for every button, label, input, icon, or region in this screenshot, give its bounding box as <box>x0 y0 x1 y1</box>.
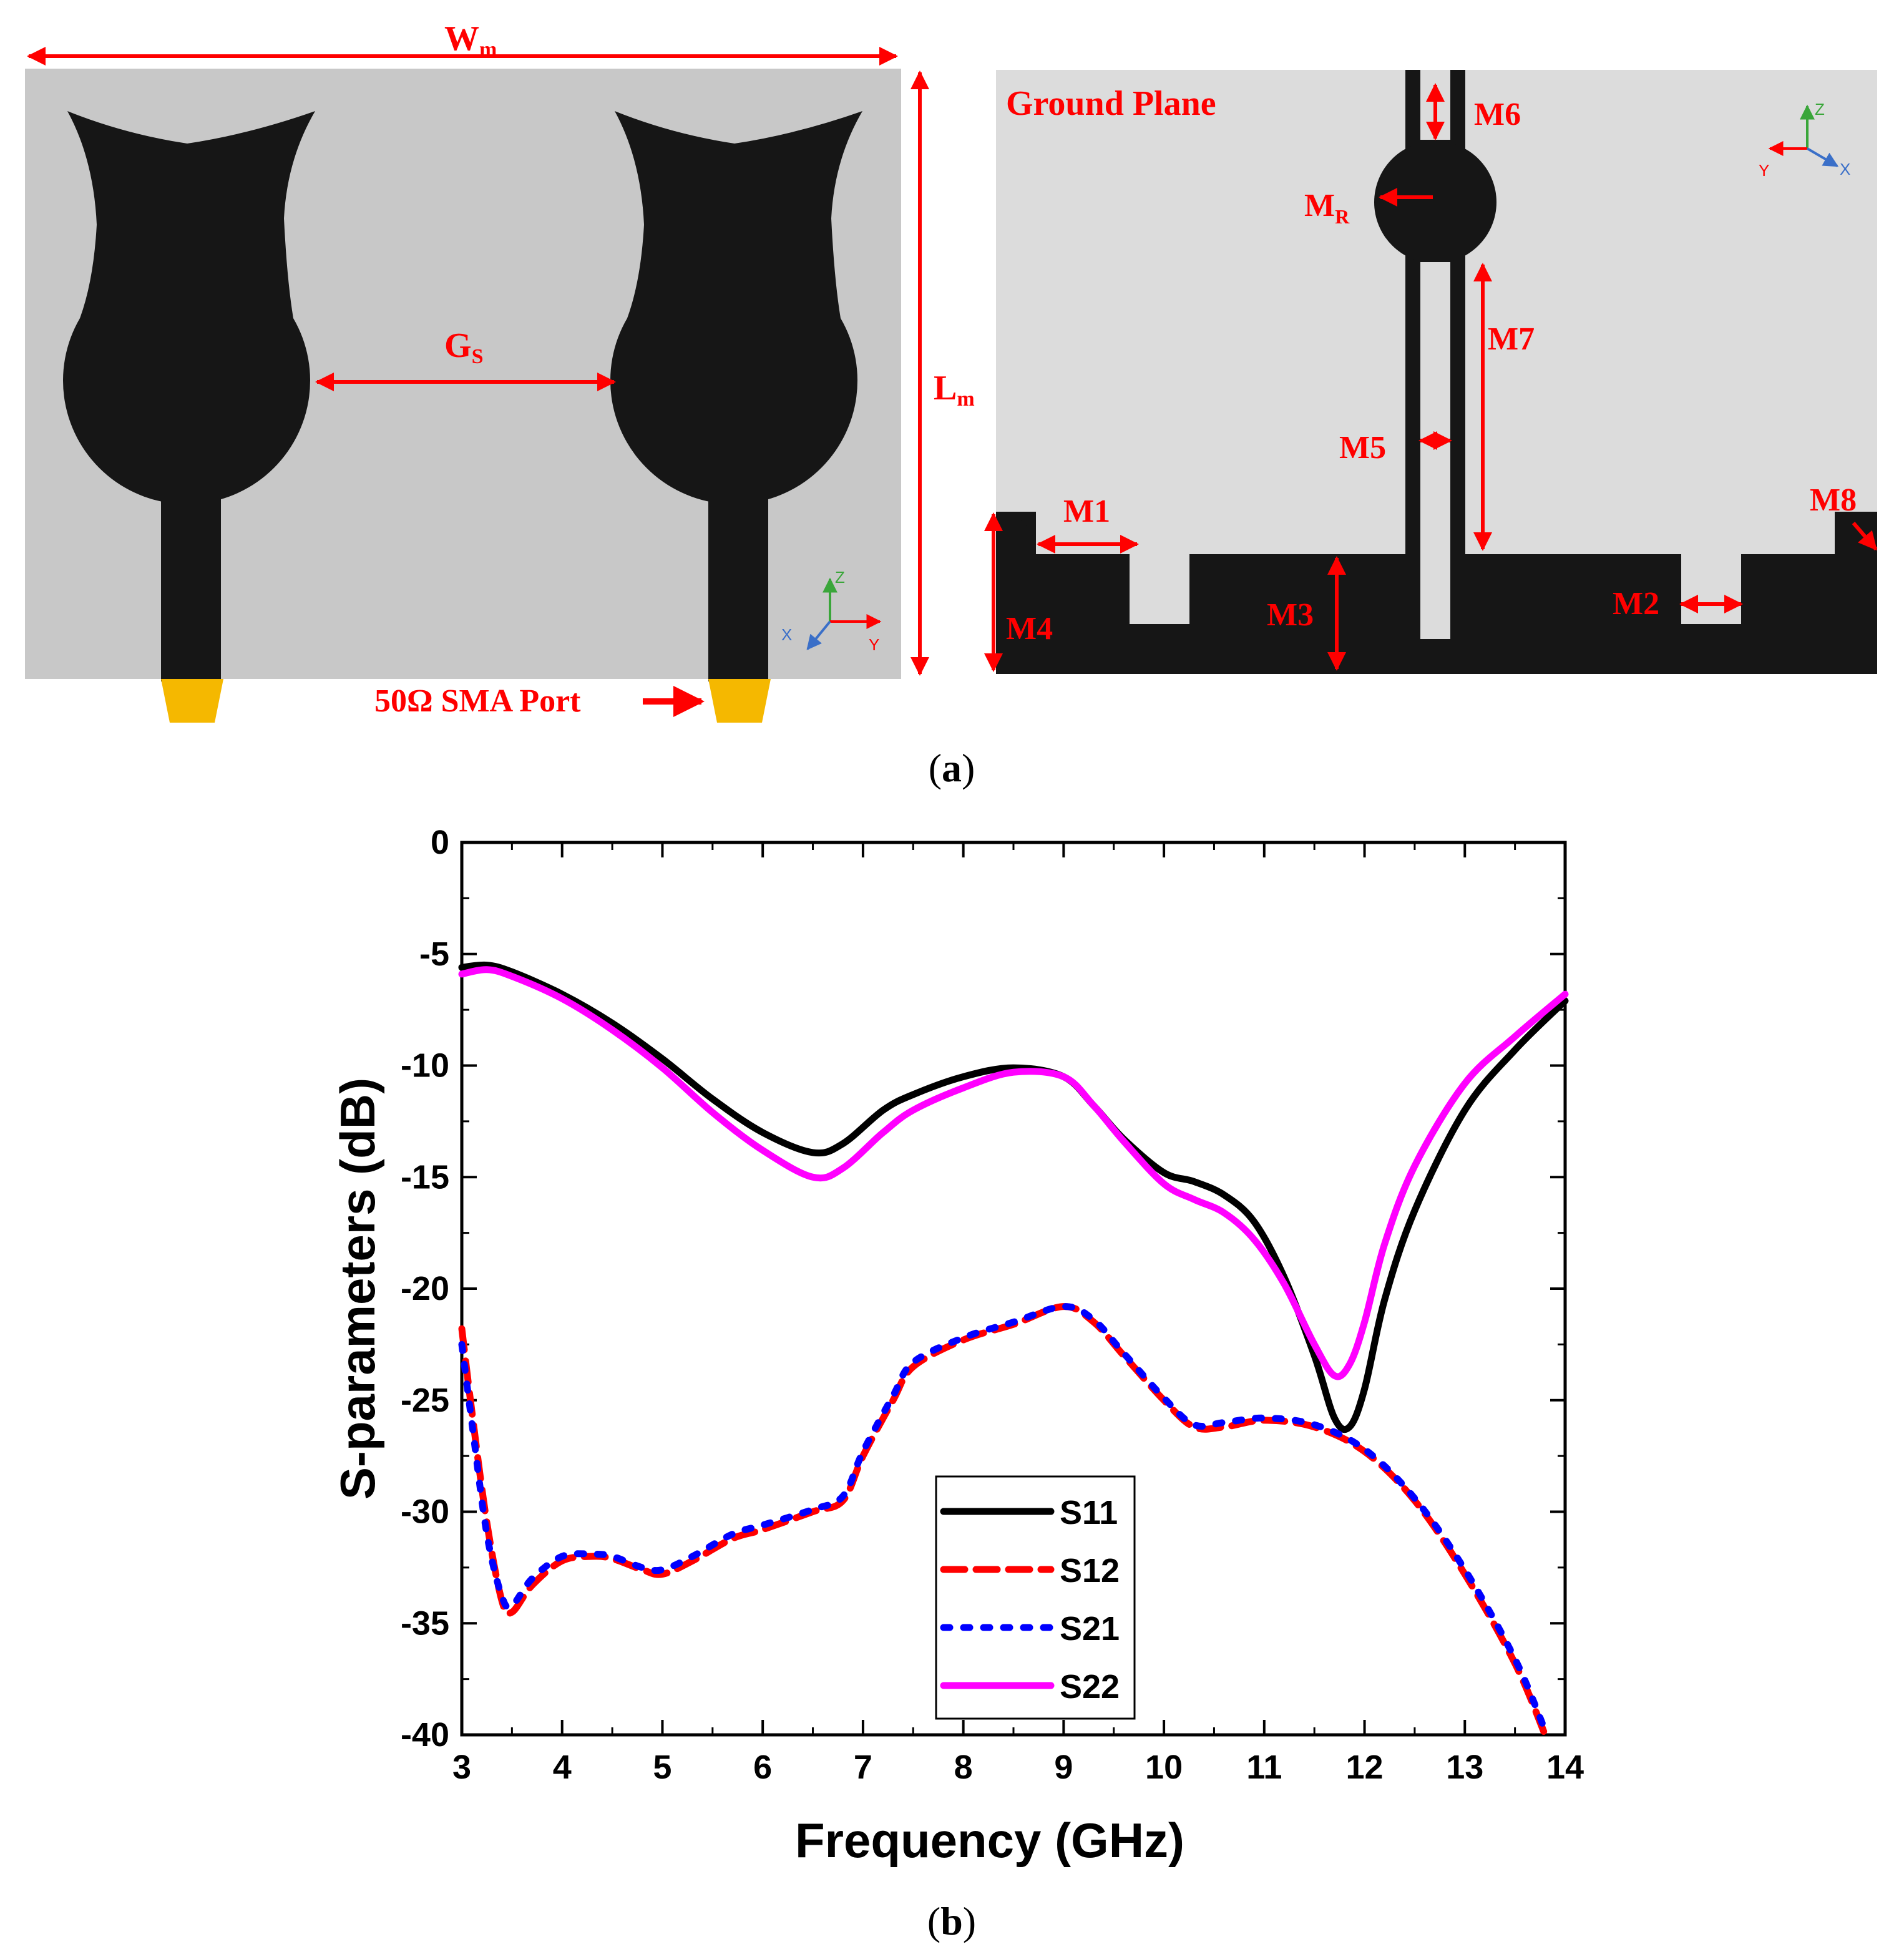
back-axis-y: Y <box>1759 161 1769 180</box>
front-axis-z: Z <box>835 568 845 587</box>
legend: S11 S12 S21 S22 <box>935 1475 1136 1720</box>
wm-label: Wm <box>444 19 497 61</box>
m1-label: M1 <box>1063 494 1110 529</box>
legend-label-s12: S12 <box>1060 1552 1120 1589</box>
y-tick-label: -5 <box>419 935 449 973</box>
front-axis-y: Y <box>869 635 879 654</box>
x-tick-labels: 3 4 5 6 7 8 9 10 11 12 13 14 <box>452 1749 1584 1786</box>
panel-b-label: (b) <box>927 1899 976 1943</box>
y-tick-label: -15 <box>401 1158 449 1196</box>
lm-label: Lm <box>934 369 975 411</box>
x-tick-label: 6 <box>753 1749 772 1786</box>
back-axis-z: Z <box>1815 100 1825 119</box>
y-tick-label: -10 <box>401 1047 449 1085</box>
right-sma-port <box>708 679 771 723</box>
ground-stub-slot <box>1420 262 1450 639</box>
m7-label: M7 <box>1488 321 1535 357</box>
front-axis-triad: Z X Y <box>781 568 882 654</box>
legend-box <box>935 1475 1136 1720</box>
x-tick-label: 11 <box>1246 1749 1282 1786</box>
series-s21-line <box>458 1303 1549 1734</box>
y-tick-label: -35 <box>401 1604 449 1642</box>
y-tick-label: -25 <box>401 1382 449 1419</box>
x-tick-label: 14 <box>1546 1749 1584 1786</box>
series-s22-line <box>458 966 1569 1380</box>
left-radiator-patch <box>63 111 316 681</box>
front-view-diagram: Wm Lm GS 50Ω SMA Port Z X Y <box>25 19 975 723</box>
m6-label: M6 <box>1474 97 1521 132</box>
y-tick-label: -20 <box>401 1270 449 1307</box>
x-axis-title: Frequency (GHz) <box>795 1813 1184 1868</box>
m4-label: M4 <box>1006 611 1053 647</box>
x-tick-label: 13 <box>1446 1749 1483 1786</box>
x-tick-label: 5 <box>653 1749 671 1786</box>
ground-plane-diagram: Ground Plane M6 MR M7 M5 M3 M4 M1 M2 M8 … <box>984 70 1878 674</box>
s-parameter-chart: 3 4 5 6 7 8 9 10 11 12 13 14 0 -5 -10 -15 -20 -25 -30 -35 -… <box>330 824 1584 1868</box>
ground-plane-title: Ground Plane <box>1006 84 1216 123</box>
axis-ticks <box>461 841 1566 1736</box>
x-tick-label: 3 <box>452 1749 471 1786</box>
legend-label-s22: S22 <box>1060 1668 1120 1706</box>
back-axis-x: X <box>1840 160 1850 178</box>
series-lines <box>458 961 1569 1739</box>
right-radiator-patch <box>610 111 862 681</box>
m5-label: M5 <box>1339 430 1386 466</box>
m8-arrow <box>1852 522 1878 551</box>
x-tick-label: 8 <box>954 1749 973 1786</box>
y-tick-label: 0 <box>431 824 449 861</box>
y-tick-label: -30 <box>401 1493 449 1531</box>
x-tick-label: 7 <box>854 1749 872 1786</box>
x-tick-label: 10 <box>1145 1749 1183 1786</box>
x-tick-label: 9 <box>1054 1749 1073 1786</box>
gs-label: GS <box>444 326 483 368</box>
front-axis-x: X <box>781 625 792 644</box>
x-tick-label: 12 <box>1346 1749 1384 1786</box>
y-tick-label: -40 <box>401 1716 449 1754</box>
back-axis-triad: Z Y X <box>1759 100 1850 180</box>
panel-a-label: (a) <box>929 746 975 790</box>
legend-label-s11: S11 <box>1060 1494 1118 1531</box>
left-sma-port <box>161 679 223 723</box>
x-tick-label: 4 <box>553 1749 572 1786</box>
y-tick-labels: 0 -5 -10 -15 -20 -25 -30 -35 -40 <box>401 824 449 1754</box>
m3-label: M3 <box>1267 597 1314 633</box>
m8-label: M8 <box>1810 482 1857 518</box>
m2-label: M2 <box>1613 586 1659 622</box>
sma-port-label: 50Ω SMA Port <box>374 683 581 719</box>
y-axis-title: S-parameters (dB) <box>330 1078 385 1500</box>
mr-label: MR <box>1304 188 1350 228</box>
legend-label-s21: S21 <box>1060 1610 1120 1647</box>
